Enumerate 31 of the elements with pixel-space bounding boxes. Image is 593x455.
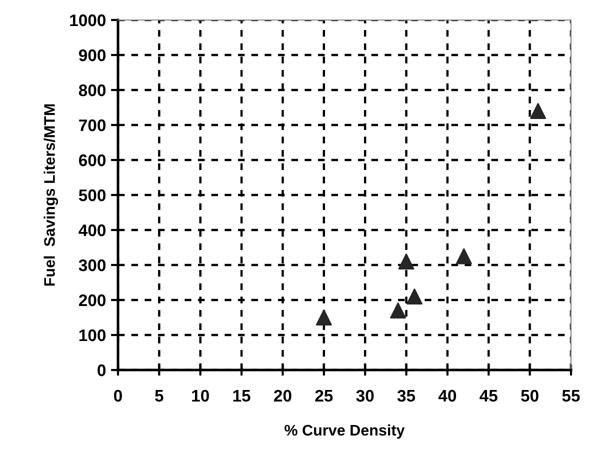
point	[456, 248, 472, 264]
y-tick-label: 600	[79, 154, 106, 166]
x-tick-label: 5	[155, 390, 164, 402]
x-tick-label: 25	[315, 390, 333, 402]
y-tick-label: 400	[78, 224, 106, 236]
point	[406, 288, 422, 304]
x-tick-label: 50	[521, 390, 538, 402]
point	[316, 310, 332, 326]
x-tick-label: 10	[192, 390, 209, 402]
x-tick-label: 55	[562, 390, 580, 402]
point	[530, 103, 546, 119]
x-tick-label: 45	[480, 390, 498, 402]
point	[398, 254, 414, 270]
y-axis-title: Fuel Savings Liters/MTM	[44, 104, 58, 286]
y-tick-label: 200	[78, 294, 106, 306]
y-tick-label: 700	[79, 119, 106, 132]
y-tick-label: 300	[78, 259, 106, 272]
x-tick-label: 20	[274, 390, 292, 402]
x-tick-label: 0	[114, 390, 122, 402]
y-tick-label: 100	[79, 329, 106, 342]
y-tick-label: 800	[78, 84, 106, 96]
x-axis-title: % Curve Density	[284, 424, 405, 439]
y-tick-label: 500	[78, 189, 106, 202]
point	[390, 302, 406, 318]
y-tick-label: 0	[98, 364, 106, 376]
y-tick-label: 900	[78, 49, 106, 62]
x-tick-label: 35	[397, 390, 416, 402]
y-tick-label: 1000	[70, 14, 106, 26]
x-tick-label: 15	[233, 390, 250, 402]
x-tick-label: 30	[356, 390, 374, 402]
x-tick-label: 40	[438, 390, 456, 402]
